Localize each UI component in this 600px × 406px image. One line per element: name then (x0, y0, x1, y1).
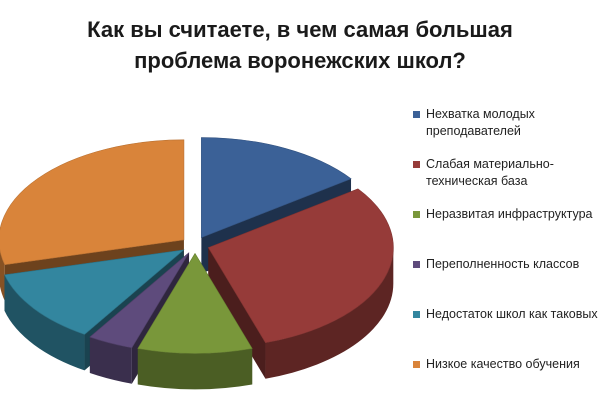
pie-slice-top (201, 137, 352, 238)
legend-label: Переполненность классов (426, 257, 580, 271)
legend-item: Переполненность классов (413, 256, 600, 306)
legend-item: Недостаток школ как таковых (413, 306, 600, 356)
pie-slice (207, 188, 394, 379)
legend-swatch (413, 161, 420, 168)
legend-item: Слабая материально- техническая база (413, 156, 600, 206)
chart-title-line-1: Как вы считаете, в чем самая большая (87, 17, 513, 42)
legend-label: Неразвитая инфраструктура (426, 207, 593, 221)
legend-label: Слабая материально- техническая база (426, 157, 554, 188)
legend-swatch (413, 111, 420, 118)
pie-chart (0, 137, 394, 390)
pie-slice-side (137, 348, 253, 390)
pie-slice (137, 252, 253, 390)
legend-swatch (413, 361, 420, 368)
pie-slice-top (137, 252, 253, 354)
chart-title-line-2: проблема воронежских школ? (134, 48, 466, 73)
pie-slice-top (4, 249, 185, 335)
pie-slice-side (4, 274, 85, 371)
legend-item: Неразвитая инфраструктура (413, 206, 600, 256)
pie-slice-top (207, 188, 394, 344)
pie-slice-side (0, 250, 5, 301)
chart-legend: Нехватка молодых преподавателей Слабая м… (413, 106, 600, 406)
legend-label: Низкое качество обучения (426, 357, 580, 371)
legend-swatch (413, 261, 420, 268)
legend-swatch (413, 211, 420, 218)
legend-label: Недостаток школ как таковых (426, 307, 598, 321)
legend-swatch (413, 311, 420, 318)
pie-slice-side (89, 337, 132, 384)
legend-label: Нехватка молодых преподавателей (426, 107, 535, 138)
chart-title: Как вы считаете, в чем самая большая про… (0, 14, 600, 76)
pie-slice-wall (208, 247, 266, 379)
pie-slice-top (0, 139, 185, 266)
pie-slice-top (89, 252, 190, 349)
legend-item: Низкое качество обучения (413, 356, 600, 406)
legend-item: Нехватка молодых преподавателей (413, 106, 600, 156)
pie-slice-side (265, 247, 394, 379)
